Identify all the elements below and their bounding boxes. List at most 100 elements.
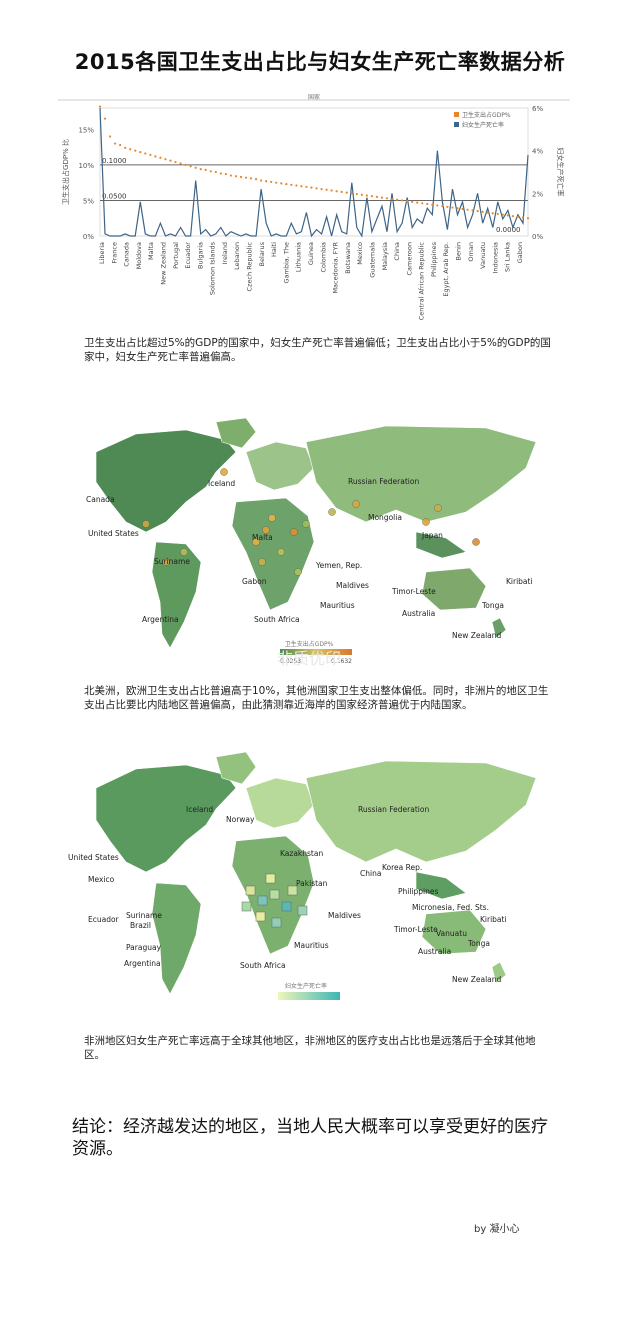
- map2-marker: [287, 885, 298, 896]
- x-tick-label: Ecuador: [184, 242, 192, 269]
- x-tick-label: Canada: [123, 242, 131, 267]
- map1-marker: [268, 514, 276, 522]
- map2-country-label: Russian Federation: [358, 805, 429, 814]
- x-tick-label: Ireland: [221, 242, 229, 264]
- map2-country-label: Kazakhstan: [280, 849, 323, 858]
- map2-country-label: Iceland: [186, 805, 213, 814]
- map1-marker: [162, 558, 170, 566]
- health-point: [385, 197, 389, 200]
- map1-country-label: Mauritius: [320, 601, 355, 610]
- map1-country-label: Maldives: [336, 581, 369, 590]
- health-point: [320, 187, 323, 191]
- health-point: [395, 198, 399, 201]
- y-tick-label: 5%: [83, 197, 94, 205]
- map2-country-label: Mauritius: [294, 941, 329, 950]
- health-point: [174, 160, 177, 164]
- map1-land-se-asia: [415, 531, 467, 559]
- x-tick-label: Benin: [455, 242, 463, 261]
- dual-line-chart: 国家 0% 5% 10% 15% 0% 2% 4% 6% 卫生支出占GDP% 比 妇女生产死亡率 0.…: [58, 90, 570, 322]
- x-tick-label: Egypt, Arab Rep.: [442, 242, 450, 297]
- legend-swatch: [454, 122, 459, 127]
- health-point: [451, 206, 454, 209]
- map1-country-label: Iceland: [208, 479, 235, 488]
- map2-country-label: Paraguay: [126, 943, 162, 952]
- health-point: [290, 183, 293, 186]
- x-tick-label: Lithuania: [295, 242, 303, 272]
- map1-marker: [422, 518, 430, 526]
- health-point: [390, 197, 394, 201]
- map2-country-label: Tonga: [467, 939, 490, 948]
- health-point: [355, 192, 358, 196]
- map1-country-label: Argentina: [142, 615, 179, 624]
- map2-land-europe: [245, 777, 315, 829]
- map2-country-label: New Zealand: [452, 975, 502, 984]
- map2-marker: [269, 889, 280, 900]
- health-point: [254, 178, 258, 181]
- health-point: [310, 186, 313, 189]
- map2-country-label: Brazil: [130, 921, 151, 930]
- map1-marker: [328, 508, 336, 516]
- map2-caption: 非洲地区妇女生产死亡率远高于全球其他地区，非洲地区的医疗支出占比也是远落后于全球…: [84, 1035, 536, 1061]
- health-point: [466, 208, 469, 211]
- map2-marker: [255, 911, 266, 922]
- map1-marker: [434, 504, 442, 512]
- map2-country-label: Suriname: [126, 911, 162, 920]
- health-point: [234, 175, 238, 178]
- map2-country-label: Micronesia, Fed. Sts.: [412, 903, 489, 912]
- map1-marker: [142, 520, 150, 528]
- map1-country-label: Timor-Leste: [391, 587, 436, 596]
- map1-marker: [277, 548, 285, 556]
- map2-legend-bar: [278, 992, 340, 1000]
- map1-country-label: Japan: [421, 531, 443, 540]
- health-point: [114, 142, 117, 145]
- x-tick-label: Bulgaria: [196, 242, 204, 269]
- map1-country-label: Yemen, Rep.: [315, 561, 362, 570]
- health-point: [380, 196, 384, 199]
- mortality-map: Iceland Norway Russian Federation Kazakhsta…: [66, 746, 556, 1022]
- map1-country-label: New Zealand: [452, 631, 502, 640]
- health-point: [501, 213, 504, 216]
- x-tick-label: Colombia: [319, 242, 327, 273]
- health-point: [506, 214, 509, 217]
- y2-tick-label: 6%: [532, 105, 543, 113]
- x-tick-label: Indonesia: [491, 242, 499, 273]
- health-point: [305, 185, 308, 189]
- health-point: [526, 217, 530, 220]
- health-point: [426, 202, 429, 206]
- map2-country-label: Ecuador: [88, 915, 120, 924]
- map1-country-label: Russian Federation: [348, 477, 419, 486]
- y-tick-label: 15%: [78, 126, 94, 134]
- x-tick-label: Czech Republic: [246, 242, 254, 292]
- x-tick-label: Moldova: [135, 242, 143, 269]
- health-point: [511, 214, 514, 218]
- map1-country-label: Suriname: [154, 557, 190, 566]
- health-point: [456, 207, 459, 210]
- map1-marker: [472, 538, 480, 546]
- map2-land-greenland: [215, 751, 257, 785]
- health-point: [144, 152, 147, 155]
- y2-tick-label: 2%: [532, 190, 543, 198]
- legend-label: 妇女生产死亡率: [462, 121, 504, 129]
- map2-country-label: Timor-Leste: [393, 925, 438, 934]
- map1-marker: [180, 548, 188, 556]
- map1-land-africa: [231, 497, 315, 611]
- chart1-caption: 卫生支出占比超过5%的GDP的国家中，妇女生产死亡率普遍偏低；卫生支出占比小于5…: [84, 337, 551, 363]
- health-point: [295, 184, 298, 187]
- map2-svg: Iceland Norway Russian Federation Kazakhsta…: [66, 746, 556, 1022]
- health-point: [516, 215, 520, 218]
- health-point: [446, 205, 449, 208]
- y-tick-label: 10%: [78, 162, 94, 170]
- map1-country-label: United States: [88, 529, 139, 538]
- health-point: [375, 195, 379, 198]
- health-point: [401, 199, 404, 202]
- map1-country-label: Canada: [86, 495, 115, 504]
- legend-label: 卫生支出占GDP%: [462, 111, 511, 119]
- health-point: [280, 182, 283, 185]
- x-tick-label: Gabon: [516, 242, 524, 263]
- map1-country-label: Tonga: [481, 601, 504, 610]
- reference-line-label: 0.0500: [102, 192, 127, 200]
- health-point: [521, 216, 525, 219]
- map2-country-label: Philippines: [398, 887, 439, 896]
- map1-marker: [258, 558, 266, 566]
- map2-country-label: Norway: [226, 815, 255, 824]
